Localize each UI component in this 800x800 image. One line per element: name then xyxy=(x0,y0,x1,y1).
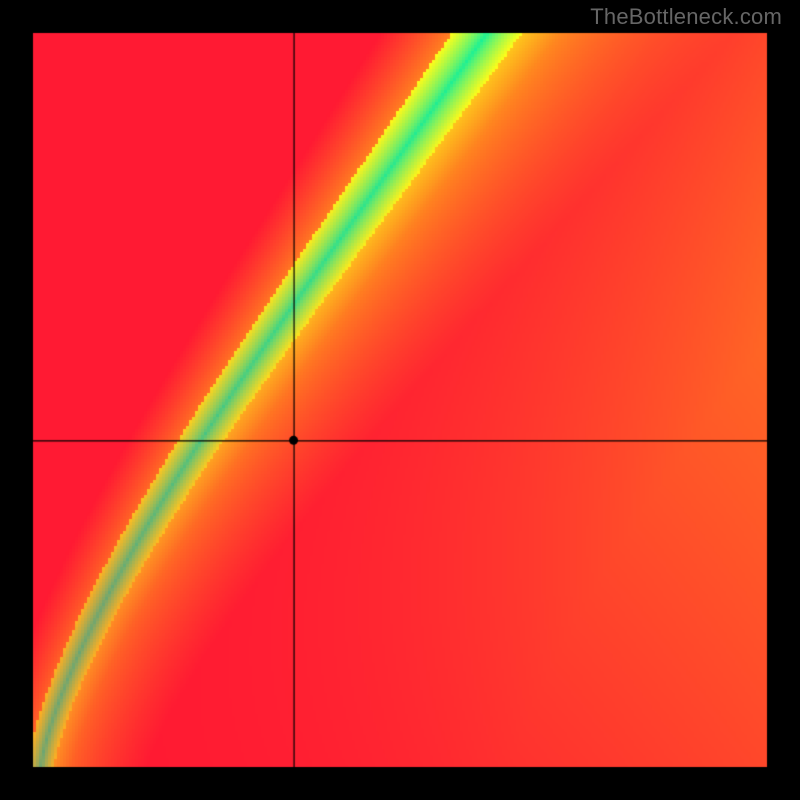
figure-container: TheBottleneck.com xyxy=(0,0,800,800)
heatmap-canvas xyxy=(0,0,800,800)
watermark-text: TheBottleneck.com xyxy=(590,4,782,30)
